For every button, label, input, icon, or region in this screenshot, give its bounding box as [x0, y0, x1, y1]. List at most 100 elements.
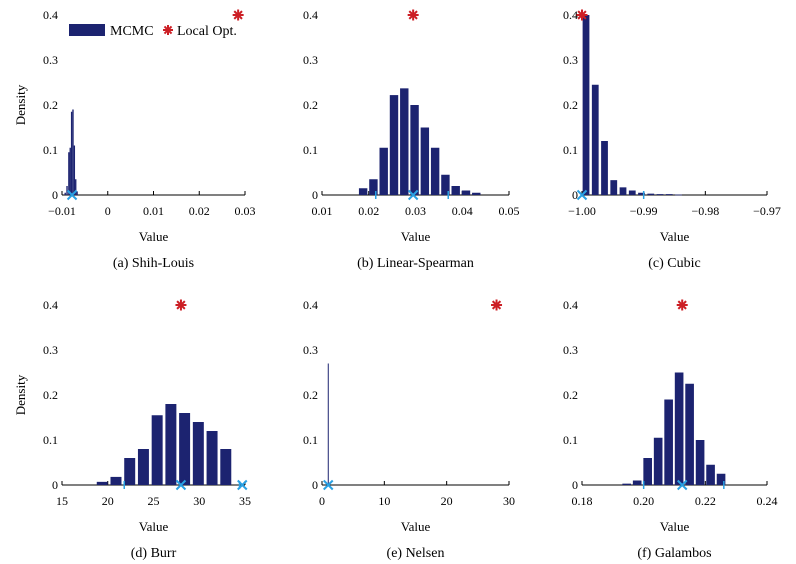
estimate-marker — [66, 189, 78, 201]
local-opt-marker — [576, 9, 588, 21]
histogram-bar — [656, 194, 664, 195]
y-tick-label: 0.3 — [563, 343, 578, 357]
histogram-bar — [410, 105, 419, 195]
histogram-bar — [632, 480, 642, 485]
y-tick-label: 0.4 — [43, 298, 58, 312]
x-tick-label: 0.03 — [235, 204, 256, 218]
x-tick-label: 20 — [441, 494, 453, 508]
panel-caption: (e) Nelsen — [387, 546, 445, 561]
y-tick-label: 0.2 — [563, 98, 578, 112]
panel-caption: (b) Linear-Spearman — [357, 256, 474, 271]
x-tick-label: −1.00 — [568, 204, 596, 218]
x-tick-label: 0.22 — [695, 494, 716, 508]
local-opt-marker — [232, 9, 244, 21]
histogram-bar — [610, 180, 618, 195]
y-tick-label: 0.2 — [563, 388, 578, 402]
x-tick-label: 15 — [56, 494, 68, 508]
panel-caption: (d) Burr — [131, 546, 177, 561]
histogram-bar — [628, 190, 636, 195]
estimate-marker — [323, 479, 334, 491]
histogram-bar — [69, 147, 71, 195]
histogram-bar — [591, 84, 599, 195]
histogram-bar — [619, 187, 627, 195]
histogram-bar — [601, 141, 608, 195]
histogram-bar — [389, 95, 399, 195]
histogram-bar — [76, 191, 78, 195]
x-tick-label: 0.24 — [757, 494, 778, 508]
histogram-bar — [472, 192, 481, 195]
histogram-bar — [420, 127, 430, 195]
x-tick-label: 10 — [378, 494, 390, 508]
x-tick-label: 0 — [105, 204, 111, 218]
y-tick-label: 0.3 — [43, 343, 58, 357]
histogram-bar — [124, 458, 136, 485]
x-tick-label: 30 — [193, 494, 205, 508]
histogram-bar — [675, 194, 682, 196]
y-tick-label: 0 — [52, 478, 58, 492]
chart-panel: 0.18 0.20 0.22 0.24 0 0.1 0.2 0.3 0.4 Value (f) Ga… — [563, 298, 778, 561]
x-tick-label: 0.05 — [499, 204, 520, 218]
x-axis-label: Value — [660, 519, 690, 534]
local-opt-marker — [491, 299, 503, 311]
y-tick-label: 0.1 — [43, 433, 58, 447]
histogram-bar — [665, 194, 673, 195]
x-tick-label: −0.97 — [753, 204, 781, 218]
x-tick-label: 30 — [503, 494, 515, 508]
y-tick-label: 0.4 — [303, 8, 318, 22]
histogram-bar — [96, 481, 108, 485]
x-tick-label: 0.02 — [358, 204, 379, 218]
x-tick-label: −0.99 — [630, 204, 658, 218]
histogram-bar — [68, 152, 70, 195]
histogram-bar — [75, 179, 77, 195]
x-tick-label: 0.01 — [143, 204, 164, 218]
local-opt-marker — [175, 299, 187, 311]
y-tick-label: 0.3 — [43, 53, 58, 67]
x-tick-label: 0.20 — [633, 494, 654, 508]
histogram-bar — [327, 363, 329, 485]
y-tick-label: 0.2 — [303, 388, 318, 402]
histogram-bar — [674, 372, 684, 485]
x-axis-label: Value — [139, 519, 169, 534]
histogram-bar — [165, 404, 177, 485]
x-tick-label: 35 — [239, 494, 251, 508]
y-tick-label: 0 — [572, 478, 578, 492]
histogram-bar — [400, 88, 409, 195]
chart-panel: 0.01 0.02 0.03 0.04 0.05 0 0.1 0.2 0.3 0.4 Value (b… — [303, 8, 520, 271]
legend-mcmc-swatch — [69, 24, 105, 36]
legend-mcmc-label: MCMC — [110, 24, 154, 39]
x-tick-label: −0.98 — [691, 204, 719, 218]
panel-caption: (c) Cubic — [648, 256, 700, 271]
panel-caption: (a) Shih-Louis — [113, 256, 194, 271]
histogram-bar — [441, 174, 450, 195]
histogram-bar — [220, 449, 232, 485]
histogram-bar — [179, 413, 191, 485]
estimate-marker — [175, 479, 187, 491]
x-tick-label: 0.04 — [452, 204, 473, 218]
histogram-bar — [647, 193, 655, 195]
histogram-bar — [706, 464, 715, 485]
y-tick-label: 0.1 — [563, 143, 578, 157]
x-tick-label: 0.01 — [312, 204, 333, 218]
y-tick-label: 0.2 — [43, 388, 58, 402]
histogram-bar — [66, 186, 68, 195]
estimate-marker — [237, 479, 248, 491]
histogram-bar — [695, 440, 705, 485]
histogram-bar — [643, 458, 652, 485]
histogram-bar — [461, 190, 471, 195]
estimate-marker — [576, 189, 588, 201]
x-tick-label: 0 — [319, 494, 325, 508]
histogram-bar — [137, 449, 149, 485]
y-tick-label: 0.1 — [303, 433, 318, 447]
x-tick-label: 0.03 — [405, 204, 426, 218]
x-tick-label: 0.02 — [189, 204, 210, 218]
histogram-bar — [430, 147, 440, 195]
y-tick-label: 0.1 — [563, 433, 578, 447]
y-tick-label: 0.3 — [563, 53, 578, 67]
chart-panel: 0 10 20 30 0 0.1 0.2 0.3 0.4 Value (e) Nelsen — [303, 298, 515, 561]
histogram-bar — [716, 473, 726, 485]
histogram-bar — [451, 186, 460, 195]
y-tick-label: 0.2 — [303, 98, 318, 112]
x-axis-label: Value — [401, 229, 431, 244]
y-tick-label: 0 — [312, 188, 318, 202]
y-axis-label: Density — [13, 374, 28, 415]
